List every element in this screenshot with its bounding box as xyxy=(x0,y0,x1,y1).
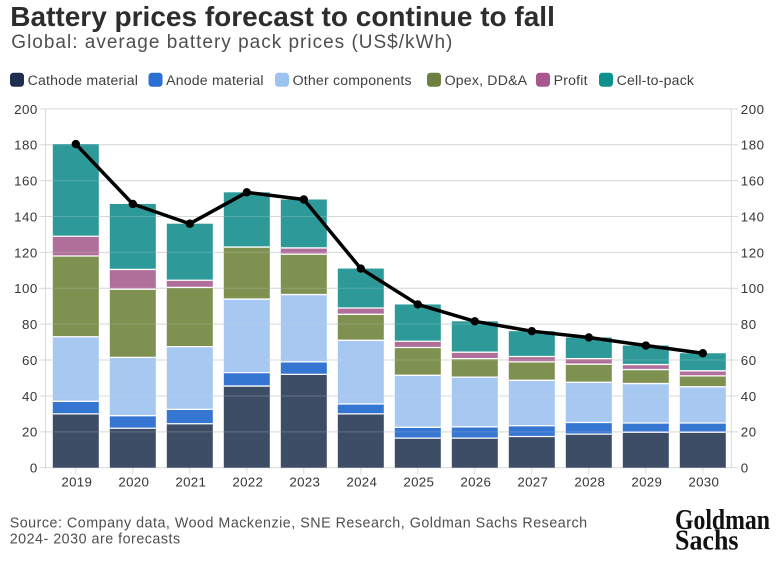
svg-text:2024: 2024 xyxy=(346,475,377,490)
svg-text:2027: 2027 xyxy=(517,475,548,490)
svg-text:160: 160 xyxy=(741,174,765,189)
svg-text:200: 200 xyxy=(741,102,765,117)
svg-text:100: 100 xyxy=(14,281,38,296)
svg-text:40: 40 xyxy=(22,389,38,404)
svg-text:180: 180 xyxy=(14,138,38,153)
svg-text:2021: 2021 xyxy=(175,475,206,490)
svg-text:2030: 2030 xyxy=(688,475,719,490)
svg-text:140: 140 xyxy=(14,209,38,224)
svg-text:80: 80 xyxy=(22,317,38,332)
svg-text:0: 0 xyxy=(741,461,749,476)
svg-text:60: 60 xyxy=(22,353,38,368)
svg-text:160: 160 xyxy=(14,174,38,189)
svg-text:2020: 2020 xyxy=(118,475,149,490)
svg-text:2025: 2025 xyxy=(403,475,434,490)
svg-text:Profit: Profit xyxy=(554,72,588,88)
svg-text:2028: 2028 xyxy=(574,475,605,490)
svg-text:0: 0 xyxy=(30,461,38,476)
svg-text:40: 40 xyxy=(741,389,757,404)
svg-text:Other components: Other components xyxy=(293,72,412,88)
svg-text:2026: 2026 xyxy=(460,475,491,490)
svg-text:80: 80 xyxy=(741,317,757,332)
svg-text:Source: Company data, Wood Mac: Source: Company data, Wood Mackenzie, SN… xyxy=(10,515,588,531)
svg-text:2022: 2022 xyxy=(232,475,263,490)
svg-text:Battery prices forecast to con: Battery prices forecast to continue to f… xyxy=(10,1,555,32)
svg-text:Global: average battery pack p: Global: average battery pack prices (US$… xyxy=(11,32,453,53)
svg-text:Sachs: Sachs xyxy=(675,526,739,557)
svg-text:2024- 2030 are forecasts: 2024- 2030 are forecasts xyxy=(10,531,181,547)
svg-text:2023: 2023 xyxy=(289,475,320,490)
svg-text:60: 60 xyxy=(741,353,757,368)
svg-text:Anode material: Anode material xyxy=(166,72,264,88)
svg-text:Goldman: Goldman xyxy=(675,505,770,536)
svg-text:2019: 2019 xyxy=(61,475,92,490)
svg-text:Opex, DD&A: Opex, DD&A xyxy=(445,72,528,88)
svg-text:2029: 2029 xyxy=(631,475,662,490)
svg-text:Cathode material: Cathode material xyxy=(28,72,139,88)
svg-text:20: 20 xyxy=(741,425,757,440)
svg-text:20: 20 xyxy=(22,425,38,440)
svg-text:120: 120 xyxy=(741,245,765,260)
svg-text:180: 180 xyxy=(741,138,765,153)
svg-text:Cell-to-pack: Cell-to-pack xyxy=(617,72,695,88)
svg-text:120: 120 xyxy=(14,245,38,260)
svg-text:200: 200 xyxy=(14,102,38,117)
svg-text:140: 140 xyxy=(741,209,765,224)
svg-text:100: 100 xyxy=(741,281,765,296)
